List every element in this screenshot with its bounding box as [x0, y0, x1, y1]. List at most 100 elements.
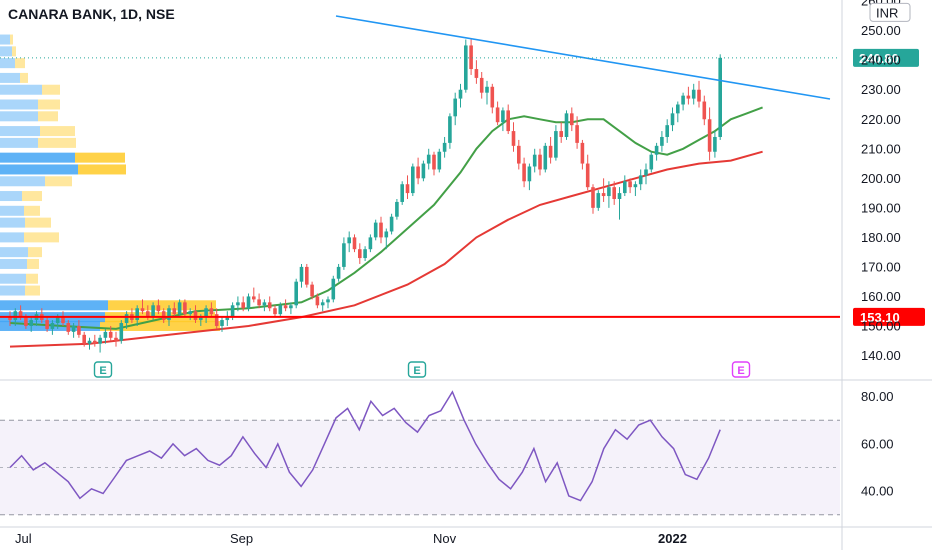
candle-body — [87, 340, 92, 344]
candle — [575, 116, 579, 149]
candle — [495, 101, 500, 126]
candle-body — [665, 125, 669, 137]
candle-body — [204, 308, 208, 318]
candle — [77, 320, 81, 338]
candle — [421, 160, 426, 182]
candle — [289, 302, 293, 315]
candle — [193, 305, 198, 324]
rsi-tick-label: 40.00 — [861, 484, 894, 499]
candle — [649, 151, 654, 173]
candle — [82, 331, 86, 347]
candle-body — [654, 145, 659, 155]
time-tick-label: 2022 — [658, 531, 687, 546]
candle-body — [45, 320, 49, 329]
candle — [326, 296, 330, 309]
candle-body — [522, 163, 526, 182]
candle-body — [697, 89, 701, 102]
candle-body — [660, 136, 664, 146]
volume-profile-bar-up — [0, 232, 24, 243]
candle-body — [66, 323, 71, 332]
candle-body — [124, 314, 129, 324]
candle-body — [108, 331, 113, 338]
candle-body — [305, 266, 309, 285]
earnings-marker-label: E — [99, 365, 106, 377]
candle — [395, 198, 399, 220]
candle-body — [24, 317, 28, 326]
candle-body — [389, 216, 394, 232]
candle-body — [368, 237, 373, 250]
volume-profile — [0, 34, 220, 331]
candle — [511, 122, 516, 152]
volume-profile-bar-down — [108, 300, 216, 311]
time-tick-label: Nov — [433, 531, 457, 546]
volume-profile-bar-up — [0, 273, 26, 284]
candle — [61, 311, 65, 326]
candle-body — [681, 95, 685, 105]
candle — [368, 234, 373, 253]
candle-body — [358, 249, 362, 259]
candle-body — [495, 107, 500, 123]
candle-body — [326, 299, 330, 303]
candle — [262, 299, 267, 312]
volume-profile-bar-down — [28, 247, 42, 258]
volume-profile-bar-down — [25, 285, 40, 296]
chart-title: CANARA BANK, 1D, NSE — [8, 6, 175, 22]
time-tick-label: Jul — [15, 531, 32, 546]
candle — [299, 263, 304, 288]
volume-profile-bar-up — [0, 164, 78, 175]
candle-body — [183, 302, 187, 315]
candle-body — [580, 142, 585, 164]
candle — [103, 328, 108, 344]
candle — [479, 72, 484, 99]
candle — [336, 263, 341, 282]
candle — [140, 299, 145, 315]
candle — [506, 104, 510, 135]
volume-profile-bar-up — [0, 176, 45, 187]
chart-overlays: 153.10 240.80 E E E — [0, 15, 925, 378]
candle-body — [262, 302, 267, 306]
candle — [490, 83, 495, 114]
volume-profile-bar-down — [78, 164, 126, 175]
time-tick-label: Sep — [230, 531, 253, 546]
candle-body — [93, 340, 97, 344]
candle-body — [421, 163, 426, 179]
rsi-pane — [0, 390, 840, 516]
candle-body — [702, 101, 707, 120]
candle-body — [591, 187, 595, 208]
candle-body — [236, 302, 240, 306]
currency-badge — [869, 2, 911, 22]
candle-body — [77, 325, 81, 335]
candle-body — [601, 193, 606, 197]
candle-body — [320, 302, 325, 306]
candle — [358, 243, 362, 264]
volume-profile-bar-down — [25, 217, 51, 228]
candle-body — [458, 89, 463, 99]
candle — [214, 308, 219, 329]
candle-body — [676, 104, 680, 114]
volume-profile-bar-up — [0, 217, 25, 228]
candle-body — [379, 222, 383, 238]
candle-body — [707, 119, 712, 152]
earnings-marker-label: E — [413, 365, 420, 377]
volume-profile-bar-down — [24, 205, 40, 216]
candle — [554, 125, 558, 161]
candle-body — [517, 145, 521, 164]
candle-body — [310, 284, 314, 297]
candle — [114, 331, 118, 347]
candle-body — [395, 201, 399, 217]
candle-body — [13, 311, 18, 321]
candle — [501, 107, 505, 132]
candle — [532, 148, 537, 173]
volume-profile-bar-down — [38, 99, 60, 110]
candle — [87, 337, 92, 350]
candle — [681, 92, 685, 111]
candle — [527, 163, 532, 191]
candle — [220, 317, 224, 332]
candle — [654, 142, 659, 161]
candle-body — [119, 323, 124, 341]
candle — [246, 293, 251, 312]
rsi-line — [9, 390, 721, 502]
volume-profile-bar-up — [0, 285, 25, 296]
candle-body — [278, 305, 283, 315]
